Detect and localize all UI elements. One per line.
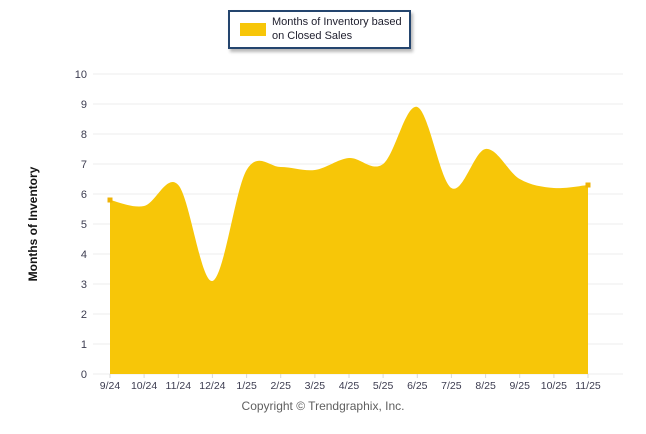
y-tick-label: 0 bbox=[81, 369, 87, 381]
y-axis-title: Months of Inventory bbox=[26, 166, 40, 282]
legend-swatch bbox=[240, 23, 266, 36]
x-tick-label: 12/24 bbox=[199, 380, 225, 392]
x-tick-label: 8/25 bbox=[475, 380, 496, 392]
x-tick-label: 4/25 bbox=[339, 380, 360, 392]
x-tick-label: 9/24 bbox=[100, 380, 121, 392]
y-tick-label: 5 bbox=[81, 219, 87, 231]
legend: Months of Inventory based on Closed Sale… bbox=[228, 10, 411, 49]
x-tick-label: 10/25 bbox=[541, 380, 567, 392]
y-tick-label: 8 bbox=[81, 129, 87, 141]
x-tick-label: 5/25 bbox=[373, 380, 394, 392]
x-tick-label: 9/25 bbox=[509, 380, 530, 392]
copyright-text: Copyright © Trendgraphix, Inc. bbox=[241, 399, 405, 413]
x-tick-label: 3/25 bbox=[305, 380, 326, 392]
x-tick-label: 1/25 bbox=[236, 380, 257, 392]
y-tick-label: 6 bbox=[81, 189, 87, 201]
x-tick-label: 10/24 bbox=[131, 380, 157, 392]
x-tick-label: 11/24 bbox=[166, 380, 192, 392]
y-tick-label: 4 bbox=[81, 249, 87, 261]
y-tick-label: 7 bbox=[81, 159, 87, 171]
y-tick-label: 3 bbox=[81, 279, 87, 291]
x-tick-label: 6/25 bbox=[407, 380, 428, 392]
x-tick-label: 11/25 bbox=[575, 380, 601, 392]
y-tick-label: 10 bbox=[75, 69, 87, 81]
legend-label: Months of Inventory based on Closed Sale… bbox=[272, 16, 402, 42]
endpoint-marker bbox=[585, 182, 591, 188]
area-series bbox=[110, 106, 588, 374]
x-tick-label: 2/25 bbox=[270, 380, 291, 392]
y-tick-label: 9 bbox=[81, 99, 87, 111]
y-tick-label: 2 bbox=[81, 309, 87, 321]
endpoint-marker bbox=[107, 197, 113, 203]
x-tick-label: 7/25 bbox=[441, 380, 462, 392]
y-tick-label: 1 bbox=[81, 339, 87, 351]
